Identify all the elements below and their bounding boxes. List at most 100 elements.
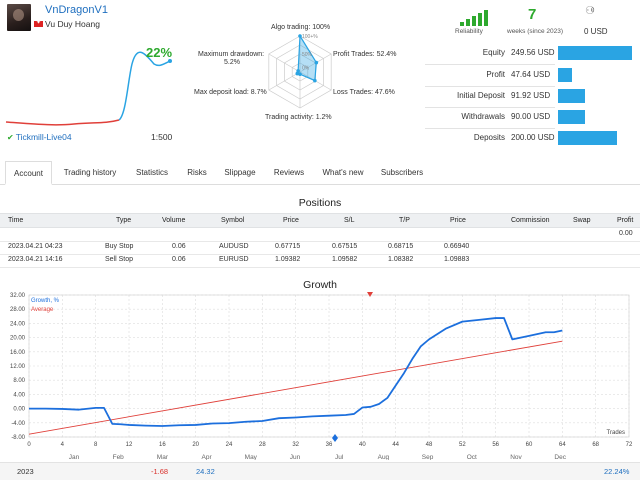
positions-title: Positions [298,197,342,209]
radar-scale-label: 0% [302,66,310,72]
month-label: Jan [69,454,80,460]
x-tick-label: 56 [492,442,499,448]
legend-growth: Growth, % [31,298,60,304]
table-row[interactable]: 2023.04.21 14:16 Sell Stop 0.06 EURUSD 1… [0,254,640,268]
financial-label: Withdrawals [461,112,505,121]
tab-slippage[interactable]: Slippage [224,168,256,177]
subscribers-icon: ⚇ [585,5,595,17]
tab-risks[interactable]: Risks [187,168,207,177]
cell-price: 1.09382 [275,256,301,263]
leverage: 1:500 [151,132,173,142]
month-label: May [245,454,258,460]
reliability-bars-icon [460,10,488,26]
y-tick-label: 8.00 [13,378,25,384]
avatar [7,4,31,31]
radar-scale-label: 100+% [302,34,318,40]
radar-point [298,72,302,76]
financial-row: Initial Deposit 91.92 USD [420,86,640,106]
financial-row: Equity 249.56 USD [420,43,640,63]
cell-price2: 0.66940 [444,243,470,250]
weeks-count: 7 [528,6,537,23]
cell-price: 0.67715 [275,243,301,250]
reliability-bar [472,16,476,26]
financial-value: 47.64 USD [511,70,551,79]
radar-point [298,34,302,38]
x-tick-label: 16 [159,442,166,448]
y-tick-label: 24.00 [10,321,26,327]
radar-point [313,78,317,83]
x-tick-label: 32 [292,442,299,448]
y-tick-label: 32.00 [10,293,26,299]
financial-bar [558,68,572,82]
cell-symbol: EURUSD [219,256,249,263]
month-return-mar: -1.68 [151,467,169,476]
y-tick-label: -4.00 [11,421,25,427]
cell-tp: 1.08382 [388,256,414,263]
tab-account[interactable]: Account [5,161,52,185]
cell-time: 2023.04.21 04:23 [8,243,63,250]
author-name[interactable]: Vu Duy Hoang [45,19,100,29]
radar-label-profit: Profit Trades: 52.4% [333,51,397,58]
tab-trading-history[interactable]: Trading history [63,168,117,177]
financial-value: 91.92 USD [511,91,551,100]
account-link[interactable]: ✔ Tickmill-Live04 [7,132,72,142]
column-header: Symbol [221,217,245,224]
mini-growth-chart [5,51,172,126]
month-return-apr: 24.32 [196,467,215,476]
cell-tp: 0.68715 [388,243,414,250]
radar-axis [268,71,301,91]
mini-growth-line-red [5,119,120,126]
x-tick-label: 64 [559,442,566,448]
financial-row: Withdrawals 90.00 USD [420,107,640,127]
growth-title: Growth [303,279,337,291]
financial-bar [558,89,585,103]
tab-subscribers[interactable]: Subscribers [380,168,424,177]
x-tick-label: 28 [259,442,266,448]
subscribers-usd: 0 USD [584,27,608,36]
month-label: Nov [510,454,522,460]
signal-title[interactable]: VnDragonV1 [45,4,108,16]
month-label: Oct [467,454,477,460]
radar-axis [268,53,301,73]
table-row[interactable]: 2023.04.21 04:23 Buy Stop 0.06 AUDUSD 0.… [0,241,640,255]
radar-label-loss: Loss Trades: 47.6% [333,89,395,96]
growth-marker-icon [332,434,338,442]
financial-label: Equity [482,48,505,57]
tab-whats-new[interactable]: What's new [322,168,364,177]
x-tick-label: 12 [126,442,133,448]
total-profit: 0.00 [619,230,633,237]
tab-reviews[interactable]: Reviews [273,168,305,177]
month-label: Feb [113,454,125,460]
tab-statistics[interactable]: Statistics [135,168,168,177]
cell-sl: 0.67515 [332,243,358,250]
reliability-bar [484,10,488,26]
reliability-bar [478,13,482,26]
financial-bar [558,110,585,124]
x-tick-label: 8 [94,442,98,448]
growth-percent: 22% [146,45,173,60]
financial-label: Deposits [473,133,505,142]
y-tick-label: 0.00 [13,407,25,413]
cell-time: 2023.04.21 14:16 [8,256,63,263]
divider [425,86,555,87]
x-tick-label: 72 [626,442,633,448]
cell-symbol: AUDUSD [219,243,249,250]
legend-average: Average [31,307,54,313]
weeks-label: weeks (since 2023) [507,28,563,35]
x-tick-label: 52 [459,442,466,448]
x-axis-label: Trades [607,430,625,436]
ytd-return: 22.24% [604,467,630,476]
column-header: S/L [344,217,355,224]
subscribers-count: 0 [591,8,595,14]
divider [425,107,555,108]
cell-type: Buy Stop [105,243,134,250]
column-header: Swap [573,217,591,224]
radar-label-deposit-load: Max deposit load: 8.7% [194,89,267,96]
tab-bar: Account Trading history Statistics Risks… [0,161,640,185]
cell-volume: 0.06 [172,256,186,263]
x-tick-label: 68 [592,442,599,448]
radar-label-drawdown: Maximum drawdown: [198,51,265,58]
cell-price2: 1.09883 [444,256,470,263]
radar-chart: 100+% 50% 0% [268,34,332,109]
radar-label-algo: Algo trading: 100% [271,24,331,31]
